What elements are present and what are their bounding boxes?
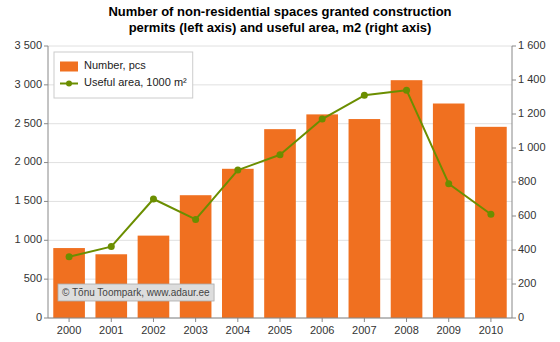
bar xyxy=(222,169,254,318)
legend-label: Useful area, 1000 m² xyxy=(84,76,187,88)
y2-tick xyxy=(512,318,516,319)
y2-tick-label: 0 xyxy=(518,311,524,323)
y2-tick xyxy=(512,80,516,81)
grid-line xyxy=(48,46,512,47)
y2-tick xyxy=(512,148,516,149)
x-tick-label: 2000 xyxy=(57,324,81,336)
y2-tick xyxy=(512,46,516,47)
x-tick xyxy=(153,318,154,322)
x-tick xyxy=(448,318,449,322)
annotation-text: © Tõnu Toompark, www.adaur.ee xyxy=(62,287,210,298)
chart: 0 500 1 000 1 500 2 000 2 500 3 000 3 500 0 200 40… xyxy=(0,0,560,342)
y2-tick xyxy=(512,114,516,115)
line xyxy=(69,90,491,257)
marker xyxy=(108,243,115,250)
y-tick xyxy=(44,162,48,163)
legend-label: Number, pcs xyxy=(84,59,146,71)
marker xyxy=(319,116,326,123)
title-line: Number of non-residential spaces granted… xyxy=(108,4,451,19)
annotation-box xyxy=(58,284,214,301)
y2-tick-label: 1 000 xyxy=(518,141,546,153)
x-tick-label: 2009 xyxy=(436,324,460,336)
marker xyxy=(192,216,199,223)
y2-tick-label: 200 xyxy=(518,277,536,289)
title-line: permits (left axis) and useful area, m2 … xyxy=(129,20,432,35)
marker xyxy=(403,87,410,94)
bar xyxy=(475,127,507,318)
annotation: © Tõnu Toompark, www.adaur.ee xyxy=(58,284,214,301)
bar xyxy=(433,104,465,318)
x-tick xyxy=(406,318,407,322)
y2-tick-label: 1 400 xyxy=(518,73,546,85)
bar xyxy=(138,236,170,318)
grid xyxy=(48,46,512,318)
y2-tick-label: 1 600 xyxy=(518,39,546,51)
bar xyxy=(306,114,338,318)
x-tick xyxy=(280,318,281,322)
legend-swatch xyxy=(60,62,78,72)
y-tick-label: 2 500 xyxy=(14,117,42,129)
marker xyxy=(150,196,157,203)
x-tick xyxy=(195,318,196,322)
y2-tick-label: 1 200 xyxy=(518,107,546,119)
x-tick-label: 2007 xyxy=(352,324,376,336)
x-tick xyxy=(322,318,323,322)
y2-tick xyxy=(512,182,516,183)
y2-tick xyxy=(512,284,516,285)
y-tick xyxy=(44,46,48,47)
bar xyxy=(53,248,85,318)
x-tick-label: 2003 xyxy=(183,324,207,336)
x-tick xyxy=(364,318,365,322)
x-tick-label: 2008 xyxy=(394,324,418,336)
y-tick xyxy=(44,318,48,319)
legend-marker xyxy=(66,81,72,87)
marker xyxy=(277,151,284,158)
y2-tick xyxy=(512,250,516,251)
y-tick xyxy=(44,240,48,241)
y2-tick-label: 400 xyxy=(518,243,536,255)
legend-box xyxy=(54,52,193,98)
y-tick-label: 1 000 xyxy=(14,233,42,245)
x-tick-label: 2004 xyxy=(226,324,250,336)
legend-items: Number, pcs Useful area, 1000 m² xyxy=(60,59,187,88)
marker xyxy=(361,92,368,99)
y-tick-label: 500 xyxy=(24,272,42,284)
x-tick-label: 2001 xyxy=(99,324,123,336)
x-tick-label: 2010 xyxy=(479,324,503,336)
y-axis-line xyxy=(48,46,49,318)
data xyxy=(53,80,506,318)
y-tick xyxy=(44,201,48,202)
y-tick-label: 2 000 xyxy=(14,155,42,167)
bar xyxy=(349,119,381,318)
y2-tick-label: 800 xyxy=(518,175,536,187)
x-tick-label: 2002 xyxy=(141,324,165,336)
background xyxy=(0,0,560,342)
title: Number of non-residential spaces granted… xyxy=(108,4,451,35)
marker xyxy=(66,253,73,260)
x-tick-label: 2005 xyxy=(268,324,292,336)
marker xyxy=(487,211,494,218)
y-tick-label: 0 xyxy=(36,311,42,323)
y-tick xyxy=(44,123,48,124)
y2-tick xyxy=(512,216,516,217)
axes: 0 500 1 000 1 500 2 000 2 500 3 000 3 500 0 200 40… xyxy=(14,39,545,336)
y-tick-label: 1 500 xyxy=(14,194,42,206)
marker xyxy=(445,180,452,187)
x-tick-label: 2006 xyxy=(310,324,334,336)
x-tick xyxy=(69,318,70,322)
x-tick xyxy=(111,318,112,322)
bar xyxy=(264,129,296,318)
y-tick-label: 3 000 xyxy=(14,78,42,90)
marker xyxy=(234,167,241,174)
y-tick xyxy=(44,84,48,85)
x-tick xyxy=(237,318,238,322)
y2-tick-label: 600 xyxy=(518,209,536,221)
x-tick xyxy=(490,318,491,322)
y-tick-label: 3 500 xyxy=(14,39,42,51)
y-tick xyxy=(44,279,48,280)
legend: Number, pcs Useful area, 1000 m² xyxy=(54,52,193,98)
